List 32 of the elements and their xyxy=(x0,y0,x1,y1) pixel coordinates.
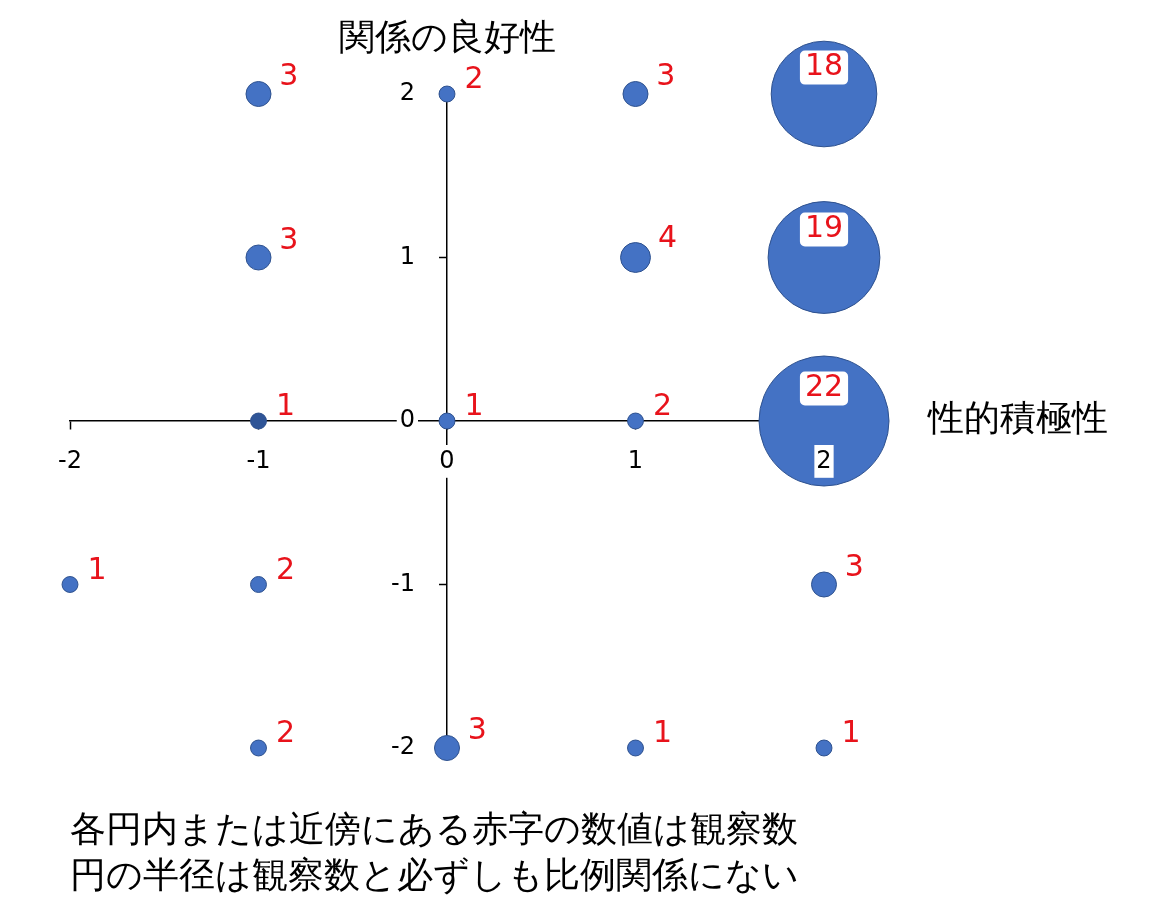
annotation: 2 xyxy=(276,714,296,750)
annotation: 1 xyxy=(464,387,484,423)
annotation: 2 xyxy=(276,550,296,586)
annotation: 3 xyxy=(844,547,864,583)
y-tick-label: -1 xyxy=(391,568,415,597)
y-tick-label: 0 xyxy=(399,405,415,434)
annotation: 19 xyxy=(804,209,844,245)
x-tick-label: 1 xyxy=(627,445,644,474)
annotation: 18 xyxy=(804,47,844,83)
text: 各円内または近傍にある赤字の数値は観察数 xyxy=(70,808,798,850)
annotation: 2 xyxy=(653,387,673,423)
annotation: 2 xyxy=(464,60,484,96)
annotation: 3 xyxy=(279,57,299,93)
y-tick-label: -2 xyxy=(391,732,415,761)
annotation: 22 xyxy=(804,368,844,404)
annotation: 3 xyxy=(279,220,299,256)
annotation: 1 xyxy=(653,714,673,750)
x-tick-label: 0 xyxy=(439,445,455,474)
annotation: 3 xyxy=(656,57,676,93)
annotation: 3 xyxy=(467,711,487,747)
annotation: 1 xyxy=(87,550,107,586)
x-tick-label: -2 xyxy=(58,445,82,474)
y-axis-title: 関係の良好性 xyxy=(338,16,556,58)
annotation: 4 xyxy=(657,218,678,254)
x-axis-title: 性的積極性 xyxy=(927,397,1108,439)
x-tick-label: 2 xyxy=(816,445,832,474)
y-tick-label: 1 xyxy=(399,241,415,270)
y-tick-label: 2 xyxy=(399,78,415,107)
annotation: 1 xyxy=(276,387,296,423)
text: 円の半径は観察数と必ずしも比例関係にない xyxy=(70,854,799,896)
x-tick-label: -1 xyxy=(246,445,271,474)
annotation: 1 xyxy=(841,714,861,750)
